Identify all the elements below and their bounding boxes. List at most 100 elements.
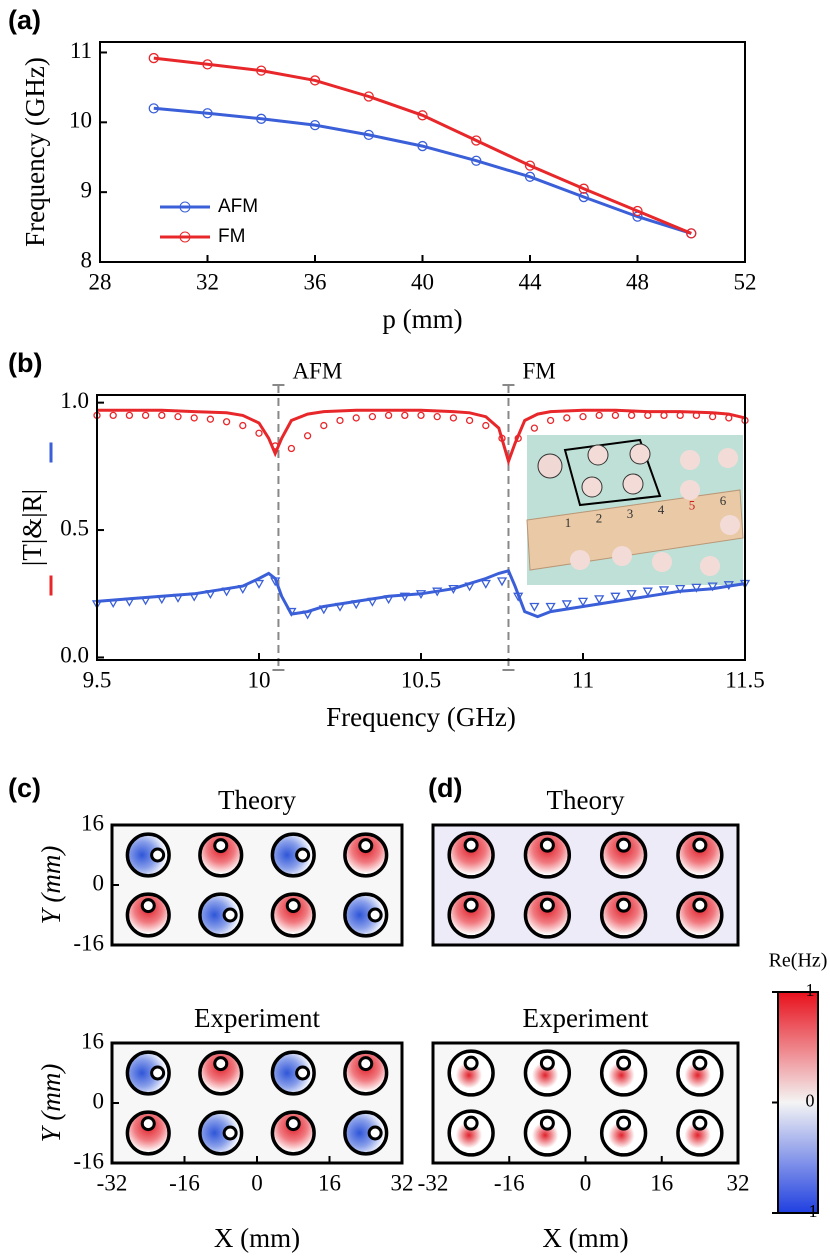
resonator-hole [692, 897, 708, 913]
resonator-hole [539, 1115, 555, 1131]
y-tick-label: 10 [69, 108, 92, 133]
resonator-ring [447, 1049, 495, 1097]
marker [336, 416, 344, 425]
marker [433, 413, 441, 421]
marker [417, 140, 428, 152]
marker [448, 585, 459, 594]
y-axis-label: |T|&|R| [17, 489, 47, 566]
resonator-hole [285, 898, 301, 914]
panel-title: Theory [218, 785, 296, 815]
resonator-hole [213, 838, 229, 854]
resonator-ring [523, 1049, 572, 1097]
resonator-ring [198, 1110, 244, 1156]
ruler-label: 6 [720, 493, 727, 508]
x-tick-label: 16 [318, 1170, 341, 1195]
legend-label: FM [218, 226, 245, 247]
marker [286, 607, 297, 617]
field-disk [272, 1112, 315, 1154]
field-disk [525, 1111, 570, 1155]
marker [202, 108, 213, 119]
resonator-ring [343, 832, 389, 878]
marker [239, 421, 247, 430]
marker [158, 411, 166, 420]
field-disk [199, 834, 242, 876]
resonator-hole [140, 898, 156, 914]
panel-title: Experiment [523, 1003, 649, 1033]
marker [206, 415, 215, 423]
field-disk [272, 1052, 315, 1094]
resonator-ring [523, 831, 572, 879]
resonator-hole [295, 1065, 311, 1081]
marker [309, 75, 321, 86]
field-disk [601, 833, 646, 877]
marker [482, 421, 490, 430]
marker [529, 602, 540, 612]
ruler-label: 1 [565, 515, 572, 530]
field-disk [272, 894, 315, 936]
marker [464, 582, 475, 592]
marker [675, 585, 686, 594]
marker [563, 414, 571, 422]
series-line [96, 569, 746, 619]
resonator-ring [125, 832, 171, 878]
field-disk [127, 1112, 170, 1154]
marker [351, 600, 362, 610]
marker [691, 583, 702, 593]
resonator-hole [140, 1116, 156, 1132]
colorbar-tick-label: 1 [806, 980, 815, 1000]
y-tick-label: 0 [93, 870, 105, 895]
marker [270, 577, 281, 587]
field-disk [601, 1111, 646, 1155]
field-disk [449, 1051, 494, 1095]
marker [465, 416, 474, 425]
marker [530, 424, 539, 432]
marker [708, 413, 717, 421]
field-disk [127, 834, 170, 876]
y-tick-label: 1.0 [60, 388, 89, 413]
marker [627, 411, 636, 420]
resonator-hole [463, 1055, 479, 1071]
marker [287, 444, 296, 453]
x-tick-label: 0 [580, 1170, 592, 1195]
y-axis-label: Y (mm) [36, 846, 66, 925]
marker [221, 587, 232, 597]
marker [514, 434, 522, 442]
field-disk [127, 1052, 170, 1094]
marker [471, 135, 482, 146]
panel-label: (c) [8, 773, 41, 803]
field-disk [344, 1052, 387, 1094]
inset-photo [526, 435, 744, 585]
marker [303, 432, 312, 440]
y-axis-label: Frequency (GHz) [20, 57, 50, 247]
resonator-ring [523, 891, 572, 939]
resonator-ring [343, 1050, 389, 1096]
marker [723, 581, 734, 591]
marker [432, 587, 443, 597]
panel-label: (d) [428, 773, 462, 803]
marker [255, 429, 263, 437]
marker [334, 602, 346, 612]
marker [417, 411, 425, 420]
field-disk [272, 834, 315, 876]
marker [148, 52, 159, 64]
field-disk [601, 1051, 646, 1095]
resonator-ring [447, 1109, 495, 1157]
resonator-ring [676, 831, 724, 879]
plot-frame [99, 41, 746, 263]
resonator-hole [692, 1055, 708, 1071]
resonator-ring [599, 1049, 648, 1097]
resonator-hole [367, 1125, 383, 1141]
y-tick-label: 16 [81, 1028, 104, 1053]
marker [692, 411, 701, 420]
x-tick-label: 10 [248, 667, 271, 692]
marker [368, 413, 377, 421]
resonator-ring [343, 1110, 389, 1156]
marker [140, 596, 151, 606]
ruler-label: 2 [596, 511, 603, 526]
x-tick-label: -32 [418, 1170, 449, 1195]
resonator-hole [367, 907, 383, 923]
marker [513, 592, 524, 602]
resonator-hole [616, 897, 632, 913]
marker [546, 416, 555, 425]
